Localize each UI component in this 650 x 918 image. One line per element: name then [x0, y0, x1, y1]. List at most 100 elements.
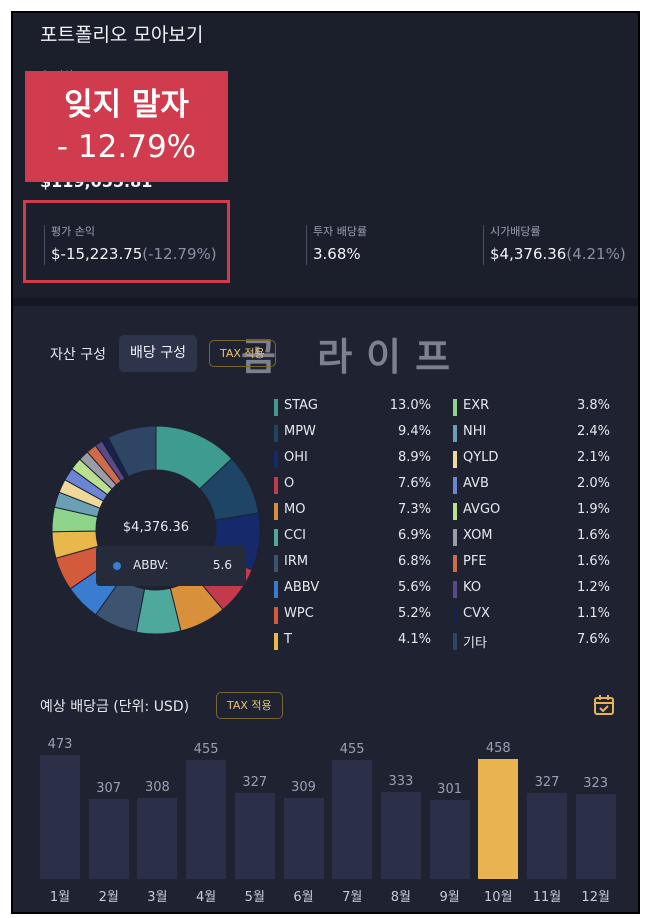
section-divider: [13, 298, 638, 306]
donut-center-label: $4,376.36: [122, 520, 190, 535]
bar-10월[interactable]: [478, 758, 519, 879]
bar-11월[interactable]: [527, 793, 567, 879]
legend-item: XOM 1.6%: [453, 528, 610, 546]
bar-value-label: 327: [534, 775, 560, 791]
legend-name: EXR: [463, 398, 490, 413]
dividend-tax-button[interactable]: TAX 적용: [216, 692, 283, 719]
legend-name: XOM: [463, 528, 493, 543]
bar-6월[interactable]: [283, 797, 324, 879]
bar-value-label: 309: [291, 779, 316, 795]
legend-name: AVB: [463, 476, 489, 491]
watermark-text: 곰 라이프: [241, 335, 465, 379]
legend-item: OHI 8.9%: [274, 450, 431, 468]
legend-name: IRM: [284, 554, 309, 569]
stat-value-main: $4,376.36: [490, 245, 567, 263]
legend-swatch: [453, 503, 457, 520]
legend-swatch: [274, 633, 278, 650]
legend-item: CCI 6.9%: [274, 528, 431, 546]
legend-name: CVX: [463, 606, 490, 621]
legend-name: STAG: [284, 398, 318, 413]
stat-value-sub: (-12.79%): [142, 245, 217, 263]
reminder-line-2: - 12.79%: [56, 129, 197, 165]
month-label: 8월: [390, 890, 411, 905]
legend-name: CCI: [284, 528, 306, 543]
month-label: 5월: [244, 890, 265, 905]
month-label: 6월: [293, 890, 314, 905]
stat-market-yield: 시가배당률 $4,376.36(4.21%): [483, 225, 635, 265]
legend-item: AVB 2.0%: [453, 476, 610, 494]
month-label: 1월: [49, 890, 71, 905]
stat-label: 투자 배당률: [313, 225, 368, 238]
bar-12월[interactable]: [575, 794, 616, 879]
tab-dividend-composition[interactable]: 배당 구성: [119, 335, 197, 372]
legend-percent: 9.4%: [397, 424, 431, 439]
bar-value-label: 458: [485, 740, 511, 756]
bar-7월[interactable]: [332, 759, 373, 879]
reminder-banner: 잊지 말자 - 12.79%: [25, 71, 228, 182]
legend-item: AVGO 1.9%: [453, 502, 610, 520]
legend-name: NHI: [463, 424, 487, 439]
bar-value-label: 327: [242, 775, 268, 791]
legend-item: T 4.1%: [274, 632, 431, 650]
legend-percent: 7.6%: [397, 476, 431, 491]
portfolio-screen: 포트폴리오 모아보기 총 자산 $119,055.81 잊지 말자 - 12.7…: [11, 11, 640, 914]
legend-percent: 6.9%: [397, 528, 431, 543]
month-label: 12월: [581, 890, 610, 905]
legend-name: MPW: [284, 424, 316, 439]
month-label: 3월: [147, 890, 168, 905]
bar-value-label: 323: [583, 776, 609, 792]
bar-1월[interactable]: [40, 755, 80, 879]
tab-asset-composition[interactable]: 자산 구성: [50, 347, 106, 363]
bar-3월[interactable]: [137, 798, 178, 879]
legend-item: EXR 3.8%: [453, 398, 610, 416]
month-label: 10월: [484, 890, 513, 905]
legend-swatch: [274, 425, 278, 442]
bar-value-label: 333: [388, 773, 414, 789]
bar-4월[interactable]: [186, 759, 227, 879]
legend-swatch: [453, 607, 457, 624]
legend-percent: 3.8%: [576, 398, 610, 413]
stat-value-main: 3.68%: [313, 245, 361, 263]
legend-percent: 1.2%: [576, 580, 610, 595]
legend-item: MO 7.3%: [274, 502, 431, 520]
tax-toggle-button[interactable]: TAX 적용: [209, 340, 276, 367]
month-label: 9월: [439, 890, 460, 905]
legend-percent: 2.0%: [576, 476, 610, 491]
legend-percent: 5.6%: [397, 580, 431, 595]
dividend-donut-chart: [51, 425, 261, 635]
legend-name: PFE: [463, 554, 487, 569]
bar-9월[interactable]: [429, 800, 470, 879]
composition-section: 곰 라이프 자산 구성 배당 구성 TAX 적용 $4,376.36 ABBV:…: [13, 306, 638, 912]
bar-8월[interactable]: [380, 791, 421, 879]
legend-percent: 7.3%: [397, 502, 431, 517]
legend-swatch: [274, 451, 278, 468]
legend-swatch: [274, 529, 278, 546]
legend-percent: 4.1%: [397, 632, 431, 647]
donut-slice-기타[interactable]: [107, 425, 157, 478]
summary-section: 포트폴리오 모아보기 총 자산 $119,055.81 잊지 말자 - 12.7…: [13, 13, 638, 298]
legend-item: KO 1.2%: [453, 580, 610, 598]
legend-item: IRM 6.8%: [274, 554, 431, 572]
legend-swatch: [453, 477, 457, 494]
bar-5월[interactable]: [234, 793, 275, 879]
legend-item: ABBV 5.6%: [274, 580, 431, 598]
tooltip-name: ABBV:: [133, 558, 169, 572]
legend-percent: 6.8%: [397, 554, 431, 569]
bar-value-label: 307: [96, 780, 122, 796]
legend-swatch: [274, 581, 278, 598]
bar-value-label: 455: [193, 741, 219, 757]
legend-percent: 5.2%: [397, 606, 431, 621]
calendar-icon[interactable]: [593, 694, 615, 716]
tooltip-value: 5.6: [212, 558, 232, 572]
month-label: 4월: [195, 890, 217, 905]
bar-value-label: 301: [437, 782, 462, 798]
bar-2월[interactable]: [88, 798, 129, 879]
bar-value-label: 455: [339, 741, 365, 757]
legend-swatch: [453, 529, 457, 546]
legend-item: WPC 5.2%: [274, 606, 431, 624]
legend-name: OHI: [284, 450, 308, 465]
legend-swatch: [453, 451, 457, 468]
reminder-line-1: 잊지 말자: [64, 87, 189, 123]
legend-percent: 1.9%: [576, 502, 610, 517]
legend-percent: 1.6%: [576, 528, 610, 543]
